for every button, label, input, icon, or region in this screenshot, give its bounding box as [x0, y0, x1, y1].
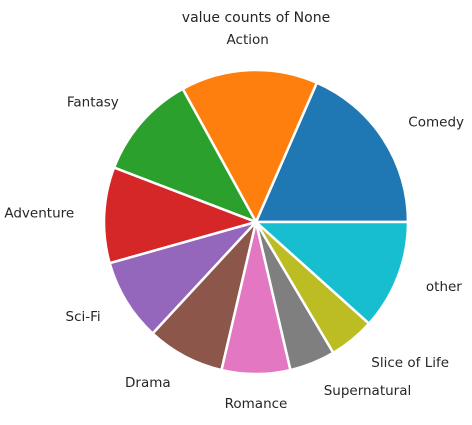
pie-label-supernatural: Supernatural [324, 383, 412, 399]
chart-title: value counts of None [182, 10, 330, 26]
pie-label-adventure: Adventure [4, 206, 74, 222]
pie-slice-other [254, 220, 410, 325]
pie-slice-fantasy [112, 87, 258, 224]
pie-slices [102, 68, 410, 376]
pie-slice-sci-fi [108, 220, 258, 335]
pie-label-slice-of-life: Slice of Life [371, 355, 449, 371]
pie-labels: Comedy Action Fantasy Adventure Sci-Fi Drama R… [4, 32, 464, 412]
pie-label-drama: Drama [125, 375, 171, 391]
pie-label-fantasy: Fantasy [67, 94, 119, 110]
pie-label-romance: Romance [225, 396, 288, 412]
pie-label-other: other [426, 279, 462, 295]
pie-label-sci-fi: Sci-Fi [66, 309, 101, 325]
pie-slice-comedy [254, 81, 410, 224]
pie-label-action: Action [227, 32, 269, 48]
pie-label-comedy: Comedy [408, 114, 464, 130]
pie-slice-adventure [102, 166, 258, 265]
pie-slice-action [181, 68, 319, 224]
